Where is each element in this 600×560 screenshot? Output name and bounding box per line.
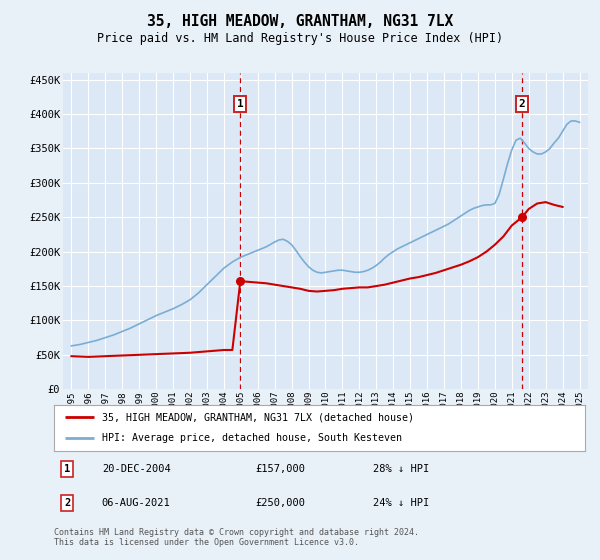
Text: 28% ↓ HPI: 28% ↓ HPI	[373, 464, 429, 474]
Text: 24% ↓ HPI: 24% ↓ HPI	[373, 498, 429, 507]
Text: 20-DEC-2004: 20-DEC-2004	[102, 464, 170, 474]
Text: 06-AUG-2021: 06-AUG-2021	[102, 498, 170, 507]
Text: 35, HIGH MEADOW, GRANTHAM, NG31 7LX: 35, HIGH MEADOW, GRANTHAM, NG31 7LX	[147, 14, 453, 29]
Text: HPI: Average price, detached house, South Kesteven: HPI: Average price, detached house, Sout…	[102, 433, 402, 444]
Text: 2: 2	[518, 99, 526, 109]
Text: 1: 1	[64, 464, 70, 474]
Text: 35, HIGH MEADOW, GRANTHAM, NG31 7LX (detached house): 35, HIGH MEADOW, GRANTHAM, NG31 7LX (det…	[102, 412, 414, 422]
Text: £250,000: £250,000	[256, 498, 306, 507]
Text: £157,000: £157,000	[256, 464, 306, 474]
Text: Price paid vs. HM Land Registry's House Price Index (HPI): Price paid vs. HM Land Registry's House …	[97, 32, 503, 45]
Text: 2: 2	[64, 498, 70, 507]
Text: 1: 1	[237, 99, 244, 109]
Text: Contains HM Land Registry data © Crown copyright and database right 2024.
This d: Contains HM Land Registry data © Crown c…	[54, 528, 419, 547]
